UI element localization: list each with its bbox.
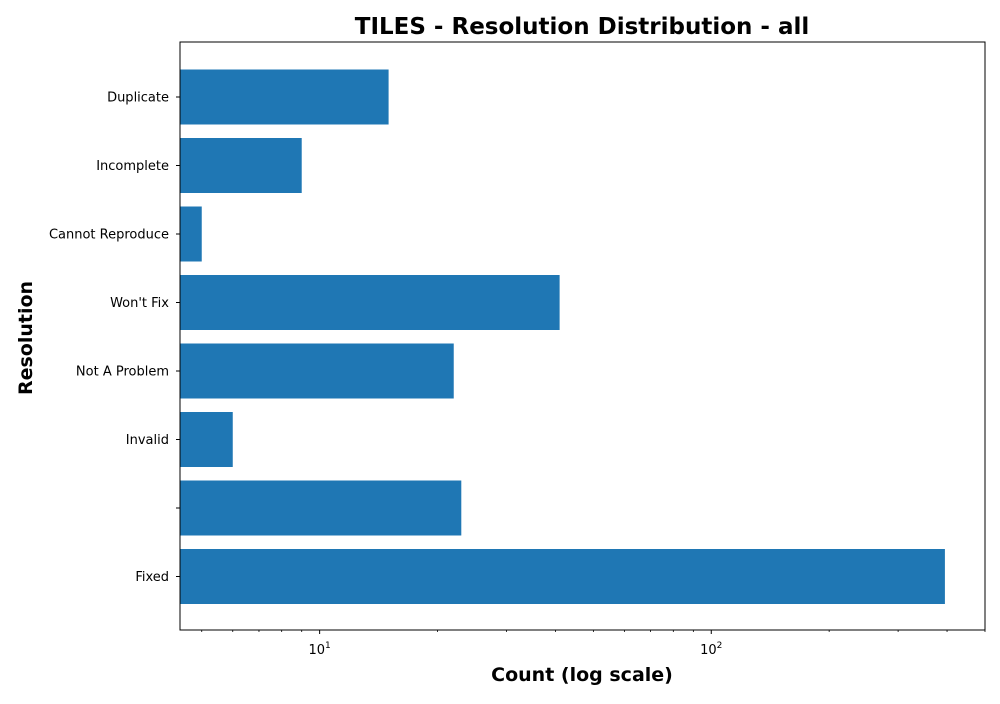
y-tick-label-fixed: Fixed	[135, 570, 169, 585]
bar-incomplete	[180, 138, 302, 193]
bar-cannot-reproduce	[180, 206, 202, 262]
bar-invalid	[180, 412, 233, 467]
y-tick-label-duplicate: Duplicate	[107, 91, 169, 106]
x-tick-label-10: 101	[308, 641, 330, 658]
y-axis-label: Resolution	[15, 281, 37, 395]
y-tick-label-not-a-problem: Not A Problem	[76, 365, 169, 380]
plot-area	[180, 69, 945, 604]
x-axis-label: Count (log scale)	[491, 664, 673, 686]
bar-blank	[180, 480, 462, 536]
x-tick-label-100: 102	[700, 641, 722, 658]
y-tick-label-won-t-fix: Won't Fix	[110, 296, 169, 311]
bar-fixed	[180, 549, 945, 604]
y-tick-label-incomplete: Incomplete	[96, 159, 169, 174]
bar-not-a-problem	[180, 343, 454, 399]
chart-title: TILES - Resolution Distribution - all	[355, 14, 810, 40]
plot-frame	[179, 41, 986, 631]
y-tick-label-invalid: Invalid	[126, 433, 169, 448]
y-tick-label-cannot-reproduce: Cannot Reproduce	[49, 228, 169, 243]
bar-won-t-fix	[180, 275, 560, 330]
bar-duplicate	[180, 69, 389, 125]
